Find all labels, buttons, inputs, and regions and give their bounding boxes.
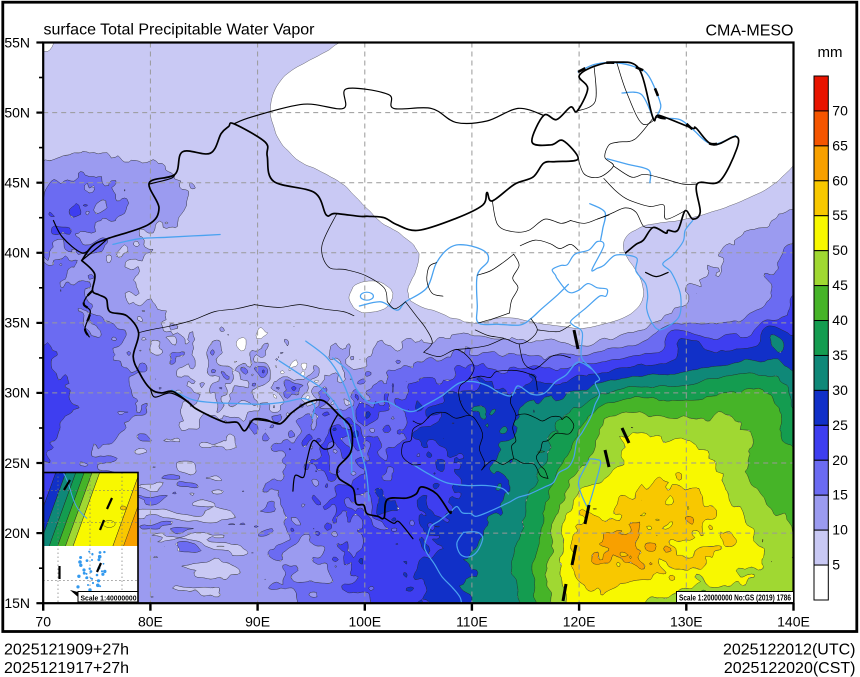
svg-text:90E: 90E — [245, 614, 270, 630]
svg-text:35N: 35N — [4, 315, 30, 331]
svg-text:60: 60 — [832, 172, 848, 188]
svg-text:20N: 20N — [4, 525, 30, 541]
svg-text:10: 10 — [832, 522, 848, 538]
svg-text:15: 15 — [832, 487, 848, 503]
svg-text:50N: 50N — [4, 104, 30, 120]
svg-text:CMA-MESO: CMA-MESO — [706, 22, 794, 39]
svg-text:mm: mm — [818, 44, 843, 61]
svg-text:20: 20 — [832, 452, 848, 468]
svg-text:80E: 80E — [138, 614, 163, 630]
svg-text:130E: 130E — [670, 614, 703, 630]
svg-text:45: 45 — [832, 277, 848, 293]
svg-text:100E: 100E — [348, 614, 381, 630]
svg-text:2025121909+27h: 2025121909+27h — [4, 642, 129, 659]
svg-text:surface Total Precipitable Wat: surface Total Precipitable Water Vapor — [44, 22, 316, 39]
svg-text:65: 65 — [832, 137, 848, 153]
svg-text:5: 5 — [832, 557, 840, 573]
svg-text:120E: 120E — [563, 614, 596, 630]
svg-text:45N: 45N — [4, 175, 30, 191]
svg-text:Scale 1:20000000 No:GS (2019): Scale 1:20000000 No:GS (2019) 1786 — [679, 592, 791, 602]
svg-text:2025122012(UTC): 2025122012(UTC) — [723, 642, 856, 659]
svg-text:70: 70 — [35, 614, 51, 630]
svg-text:70: 70 — [832, 102, 848, 118]
svg-text:2025122020(CST): 2025122020(CST) — [724, 660, 856, 677]
svg-text:50: 50 — [832, 242, 848, 258]
svg-text:25: 25 — [832, 417, 848, 433]
svg-text:Scale 1:40000000: Scale 1:40000000 — [81, 594, 137, 603]
svg-text:55: 55 — [832, 207, 848, 223]
svg-text:40N: 40N — [4, 245, 30, 261]
svg-text:30: 30 — [832, 382, 848, 398]
svg-text:55N: 55N — [4, 34, 30, 50]
svg-text:110E: 110E — [456, 614, 488, 630]
svg-text:25N: 25N — [4, 455, 30, 471]
svg-text:140E: 140E — [777, 614, 810, 630]
svg-text:40: 40 — [832, 312, 848, 328]
svg-text:30N: 30N — [4, 385, 30, 401]
svg-text:15N: 15N — [4, 595, 30, 611]
svg-text:2025121917+27h: 2025121917+27h — [4, 660, 129, 677]
svg-text:35: 35 — [832, 347, 848, 363]
